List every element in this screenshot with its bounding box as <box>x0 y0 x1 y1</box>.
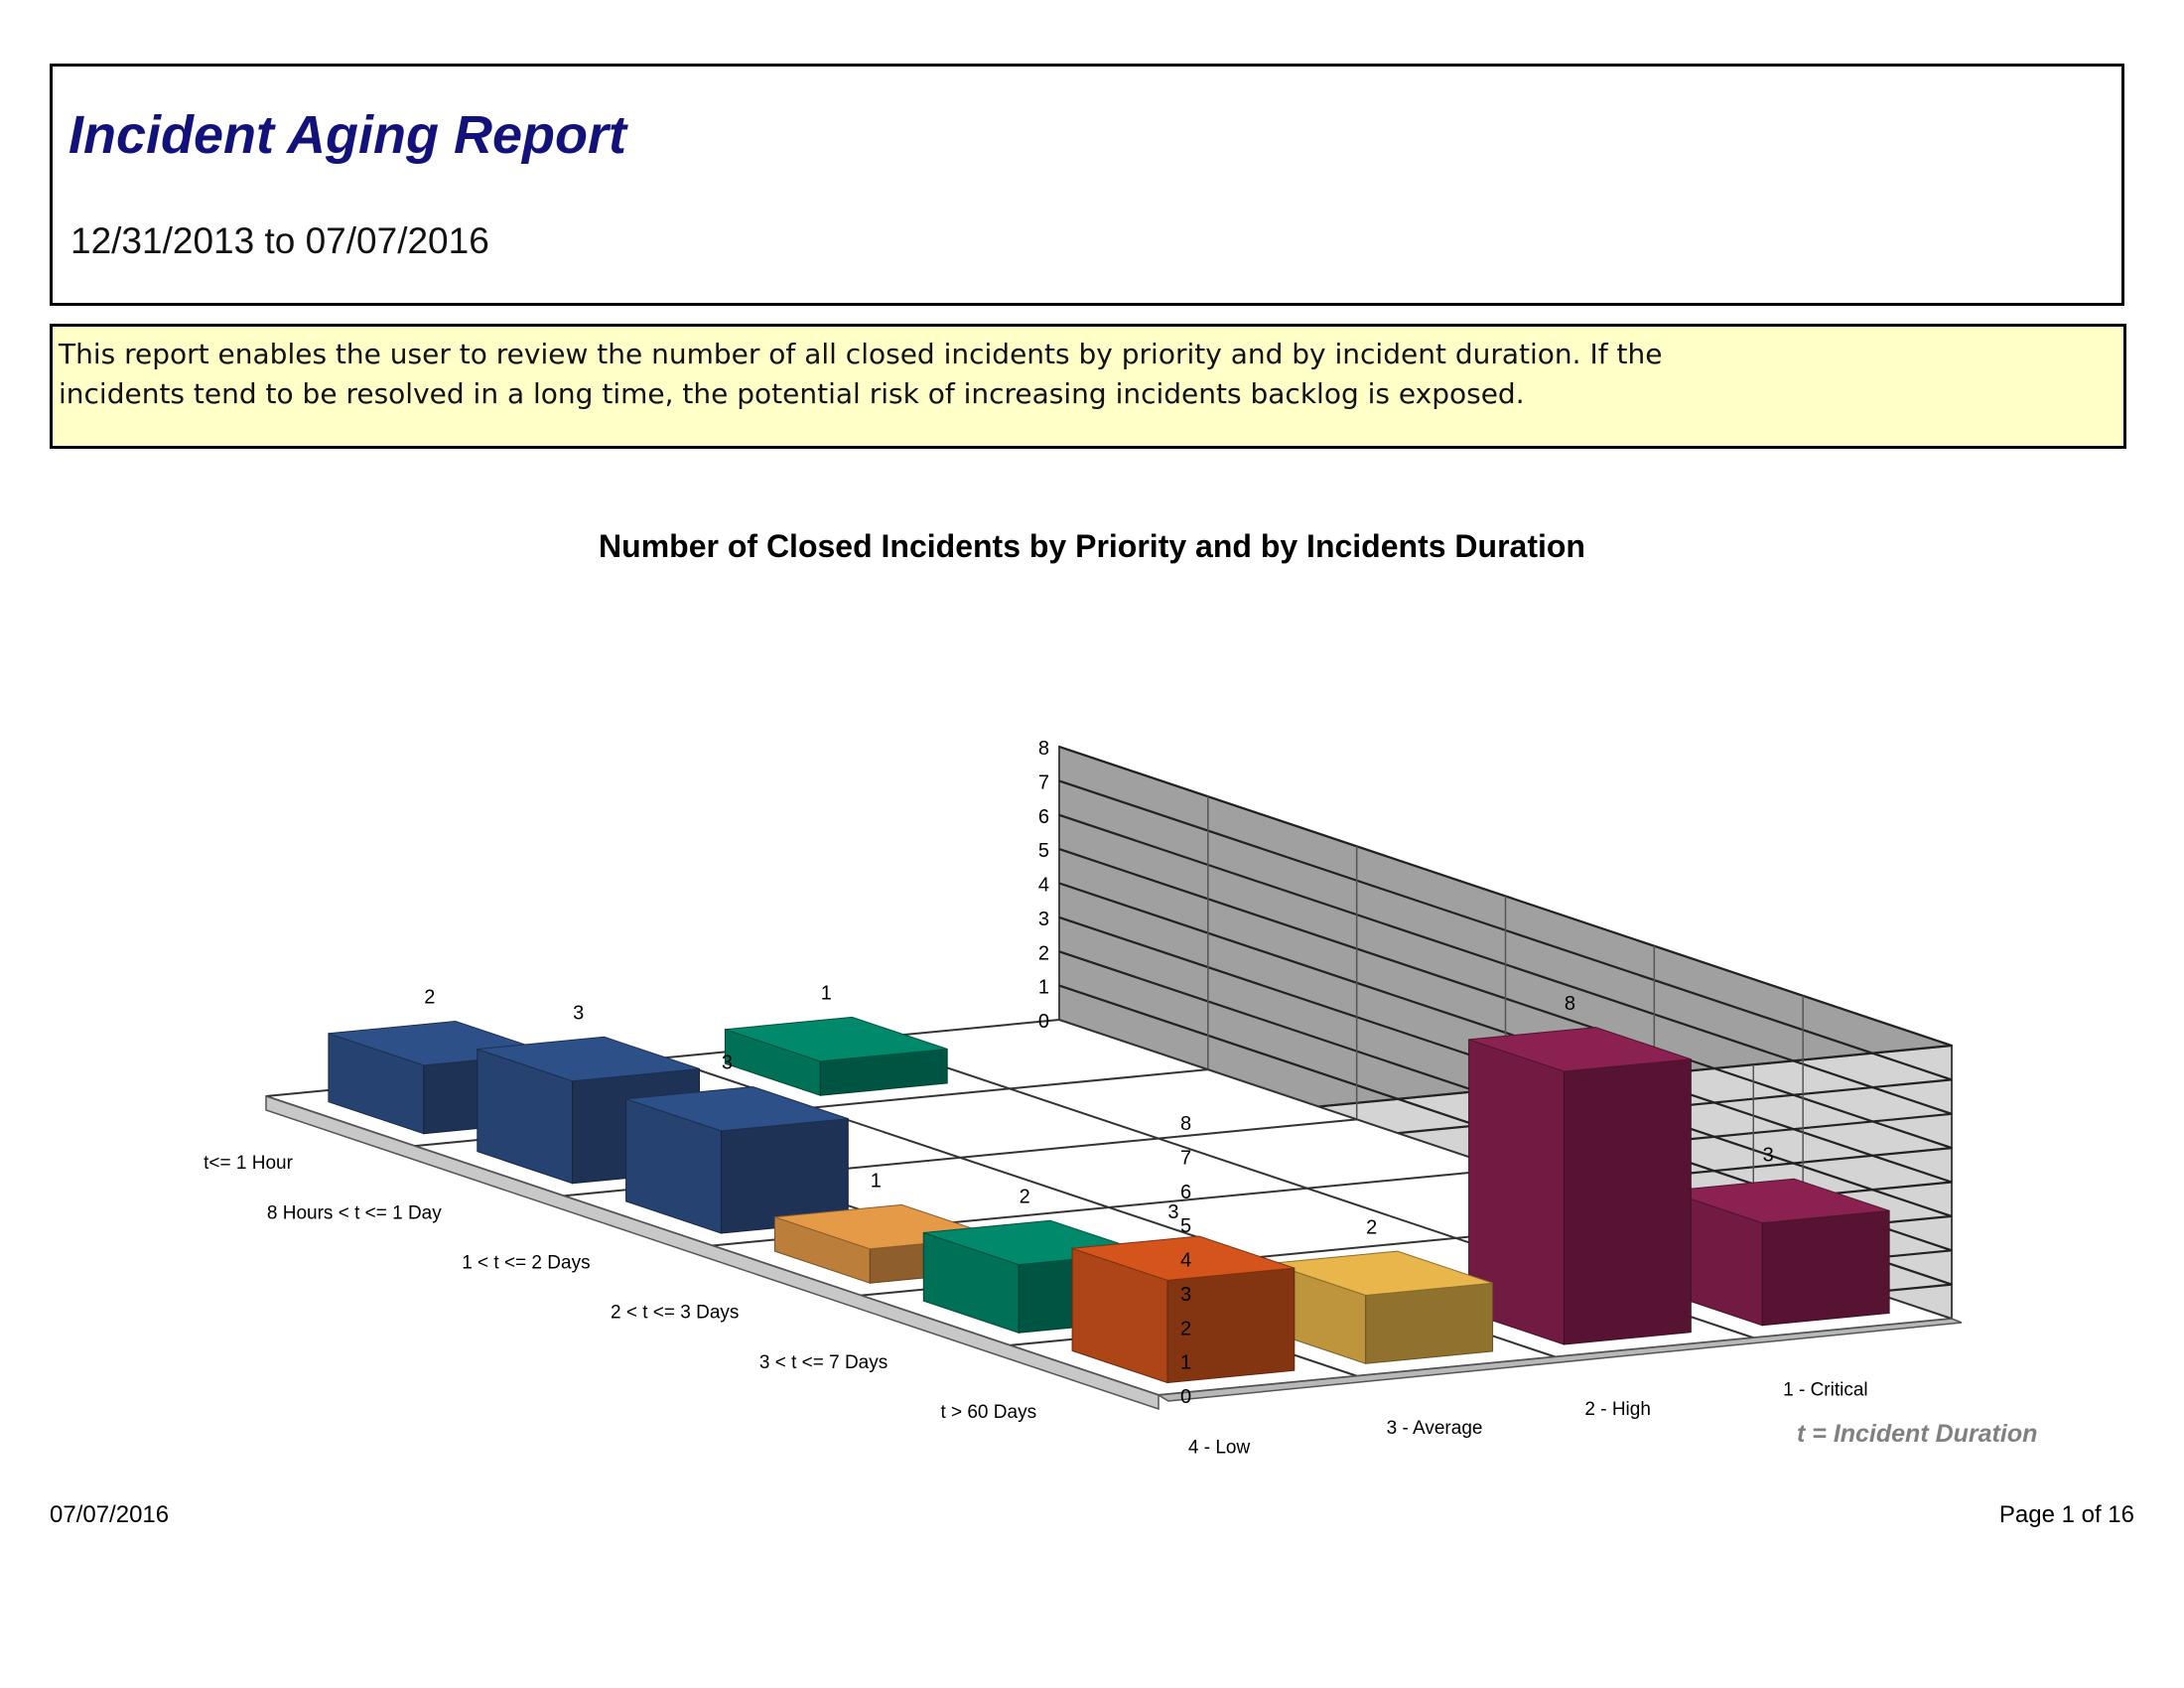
bar-value-label: 8 <box>1565 993 1575 1015</box>
bar-value-label: 1 <box>821 983 832 1005</box>
floor-edge-front <box>265 1094 1160 1411</box>
bar-face-top <box>477 1036 700 1082</box>
priority-axis-label: 3 - Average <box>1387 1418 1483 1439</box>
z-tick-label-left: 7 <box>1038 772 1049 793</box>
footer-page-number: Page 1 of 16 <box>1998 1501 2134 1528</box>
z-tick-label-left: 8 <box>1038 738 1049 760</box>
z-tick-label-left: 1 <box>1038 977 1049 999</box>
priority-axis-label: 4 - Low <box>1188 1437 1251 1458</box>
duration-legend-note: t = Incident Duration <box>1797 1420 2038 1448</box>
bar-1-t-2-days-4-low <box>625 1085 849 1234</box>
z-tick-label-left: 3 <box>1038 909 1049 930</box>
duration-axis-label: 2 < t <= 3 Days <box>611 1303 739 1324</box>
bar-value-label: 2 <box>1366 1216 1377 1238</box>
chart-bars <box>328 1016 1890 1384</box>
report-title: Incident Aging Report <box>68 105 626 165</box>
bar-face-side <box>1365 1282 1494 1364</box>
bar-t-1-hour-2-high <box>724 1016 948 1096</box>
bar-value-label: 3 <box>722 1053 733 1074</box>
z-tick-label-right: 7 <box>1180 1147 1191 1169</box>
bar-t-60-days-4-low <box>1071 1235 1296 1384</box>
duration-axis-label: t > 60 Days <box>940 1402 1036 1423</box>
z-tick-label-left: 4 <box>1038 875 1049 897</box>
z-tick-label-right: 5 <box>1180 1215 1191 1237</box>
chart-axis-labels: 3 1 8 2 2 3 3 1 2 3 0 0 1 1 2 2 3 3 4 4 5 5 6 6 7 7 8 8 t<= 1 Hour 8 … <box>204 738 1868 1458</box>
duration-axis-label: 1 < t <= 2 Days <box>462 1252 590 1273</box>
report-header: Incident Aging Report 12/31/2013 to 07/0… <box>50 64 2124 306</box>
z-tick-label-right: 0 <box>1180 1386 1191 1408</box>
report-description-box: This report enables the user to review t… <box>50 324 2126 449</box>
z-tick-label-right: 6 <box>1180 1182 1191 1203</box>
floor-edge-right <box>1156 1318 1963 1402</box>
bar-t-60-days-1-critical <box>1666 1178 1890 1327</box>
priority-axis-label: 1 - Critical <box>1783 1380 1868 1401</box>
bar-value-label: 3 <box>1167 1201 1178 1223</box>
bar-t-60-days-2-high <box>1468 1027 1692 1345</box>
duration-axis-label: 3 < t <= 7 Days <box>759 1352 887 1373</box>
bar-face-top <box>625 1085 849 1132</box>
bar-face-side <box>1761 1209 1890 1327</box>
priority-axis-label: 2 - High <box>1584 1399 1651 1420</box>
bar-face-top <box>725 1016 948 1062</box>
z-tick-label-left: 0 <box>1038 1011 1049 1033</box>
z-tick-label-left: 2 <box>1038 942 1049 964</box>
z-tick-label-right: 4 <box>1180 1250 1191 1272</box>
footer-date: 07/07/2016 <box>50 1501 170 1528</box>
z-tick-label-right: 3 <box>1180 1284 1191 1306</box>
z-tick-label-left: 5 <box>1038 840 1049 862</box>
bar-value-label: 2 <box>1020 1186 1030 1207</box>
z-tick-label-right: 1 <box>1180 1352 1191 1374</box>
report-description: This report enables the user to review t… <box>59 338 1663 410</box>
z-tick-label-left: 6 <box>1038 806 1049 828</box>
z-tick-label-right: 8 <box>1180 1113 1191 1135</box>
bar-face-top <box>1270 1250 1493 1297</box>
bar-face-top <box>1468 1027 1692 1072</box>
chart-title: Number of Closed Incidents by Priority a… <box>599 528 1585 564</box>
bar-face-top <box>1667 1178 1890 1224</box>
bar-value-label: 1 <box>871 1171 882 1193</box>
duration-axis-label: 8 Hours < t <= 1 Day <box>267 1202 442 1223</box>
bar-value-label: 3 <box>573 1003 584 1025</box>
z-tick-label-right: 2 <box>1180 1318 1191 1339</box>
bar-face-top <box>1071 1235 1295 1281</box>
report-date-range: 12/31/2013 to 07/07/2016 <box>70 220 489 261</box>
bar-value-label: 2 <box>424 987 435 1009</box>
bar-value-label: 3 <box>1763 1144 1774 1166</box>
duration-axis-label: t<= 1 Hour <box>204 1153 293 1174</box>
bar-face-side <box>1564 1058 1692 1345</box>
